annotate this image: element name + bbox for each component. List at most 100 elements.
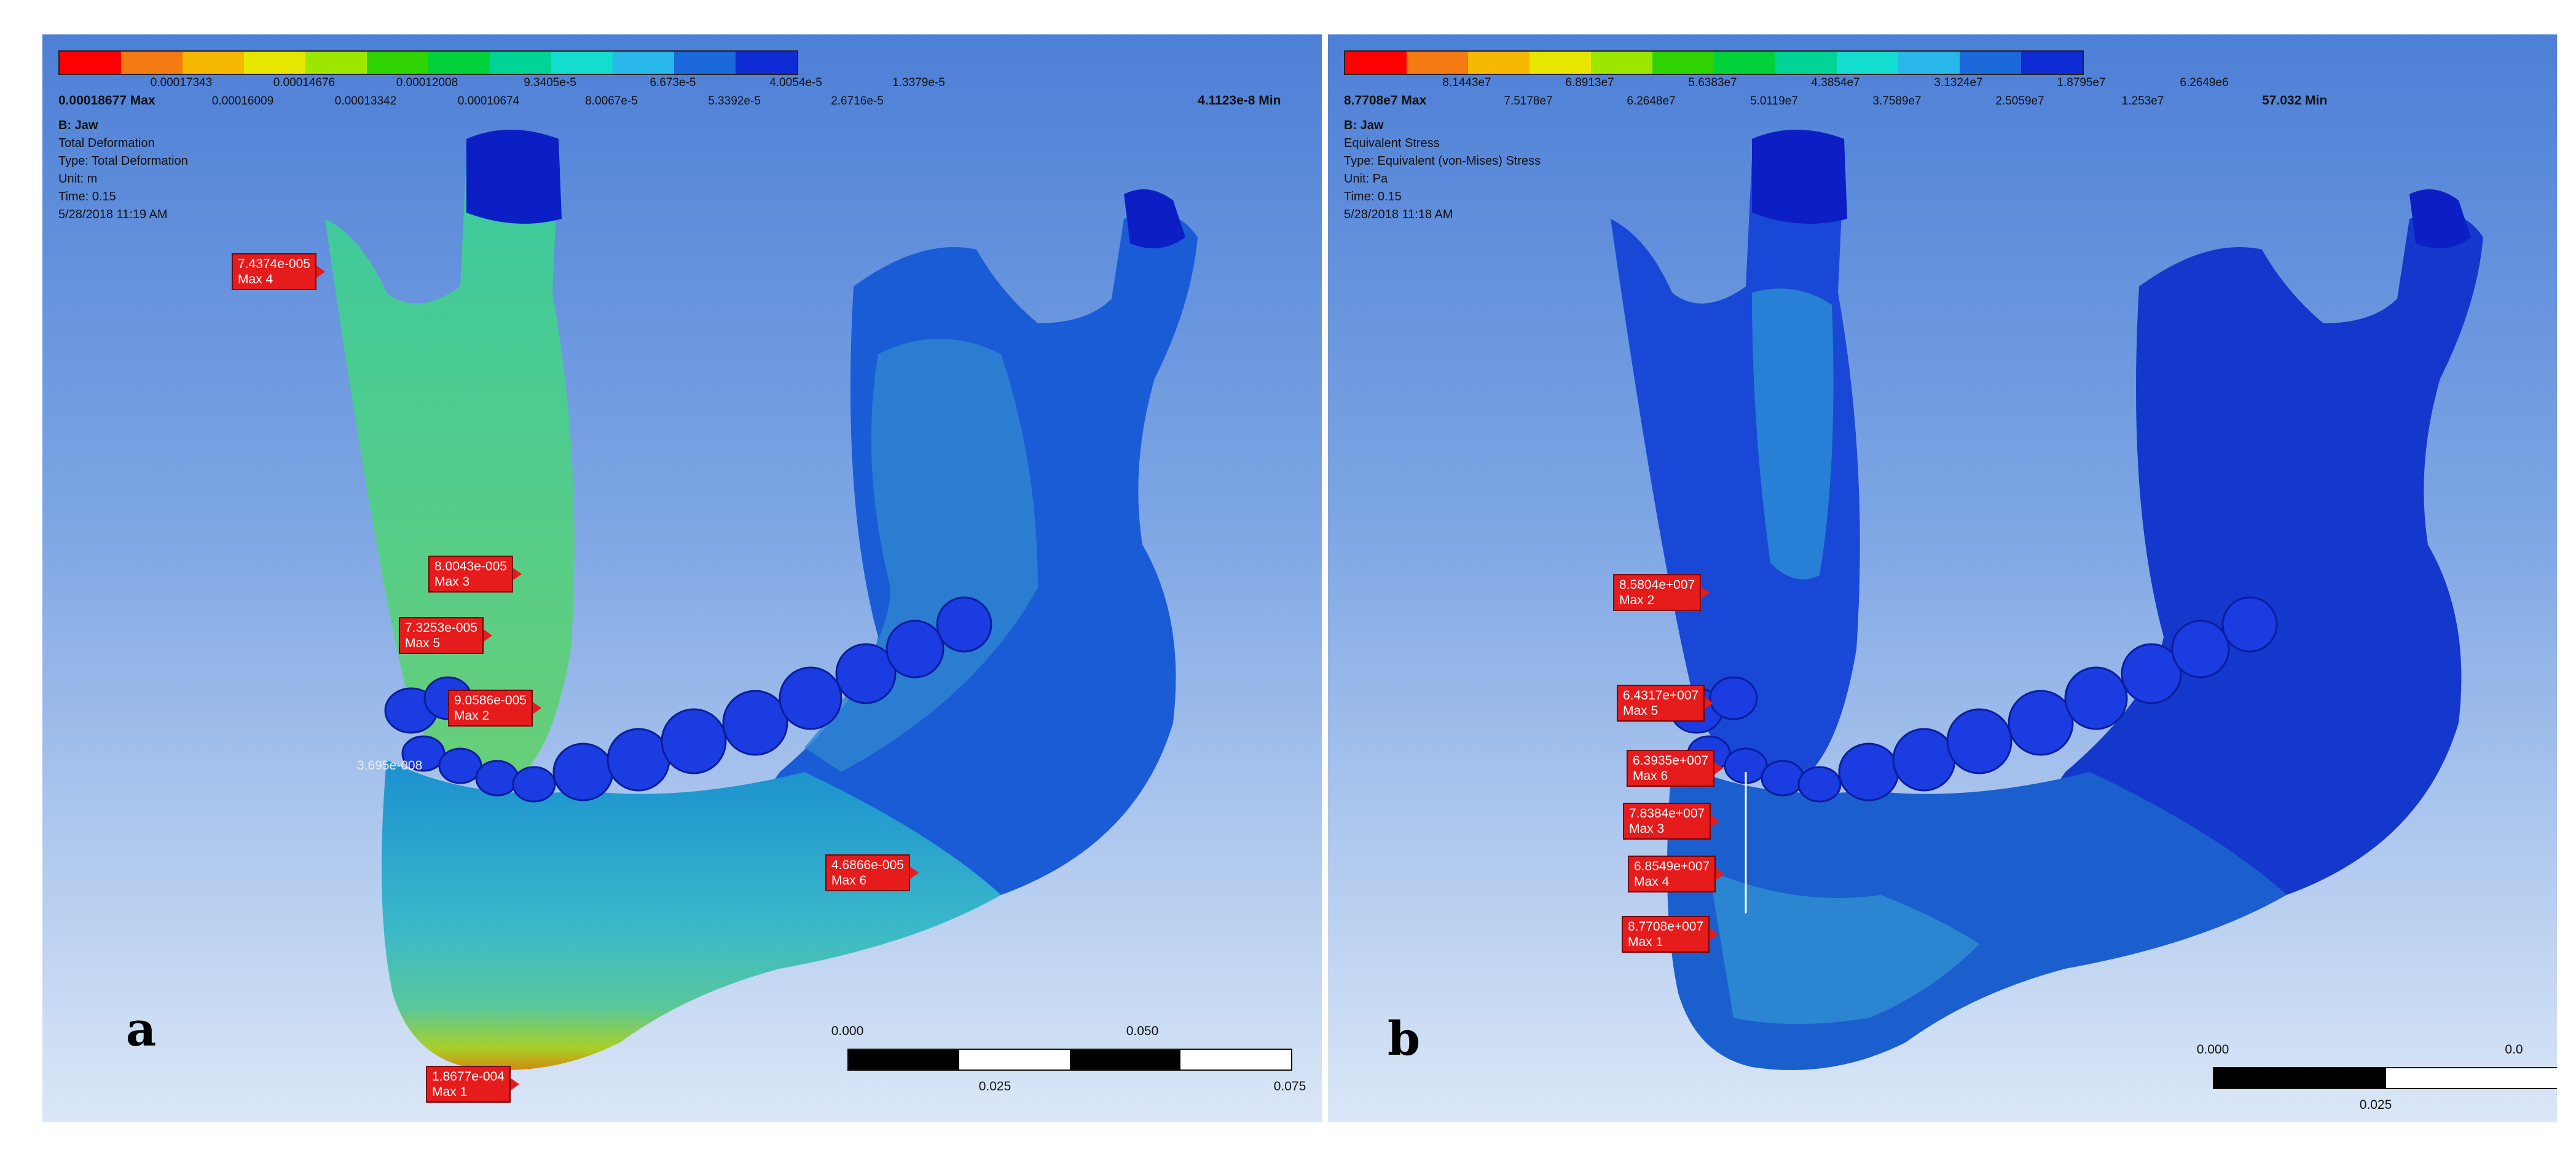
viewport-total-deformation[interactable]: 0.00017343 0.00014676 0.00012008 9.3405e… [42,34,1322,1122]
mandible-body [382,760,1001,1070]
legend-segment [244,52,305,74]
mandible-body-shade [1709,870,1979,1024]
legend-tick: 1.3379e-5 [892,76,945,89]
probe-value: 6.4317e+007 [1623,688,1699,703]
legend-segment [613,52,674,74]
probe-tag: Max 6 [1633,769,1668,783]
probe-value: 7.3253e-005 [405,621,477,635]
result-type: Type: Equivalent (von-Mises) Stress [1344,154,1541,168]
probe-label-max2[interactable]: 9.0586e-005 Max 2 [448,690,541,727]
probe-value: 6.8549e+007 [1634,859,1710,873]
legend-tick: 5.0119e7 [1750,95,1798,108]
probe-box: 4.6866e-005 Max 6 [825,854,910,891]
legend-tick: 0.00017343 [150,76,213,89]
probe-box: 6.3935e+007 Max 6 [1627,750,1715,787]
legend-tick: 4.0054e-5 [769,76,822,89]
legend-tick: 0.00016009 [211,95,274,108]
legend-segment [1591,52,1652,74]
probe-tag: Max 1 [1628,935,1663,949]
probe-label-max6[interactable]: 6.3935e+007 Max 6 [1627,750,1724,787]
legend-segment [428,52,490,74]
legend-tick: 0.00010674 [457,95,520,108]
probe-box: 1.8677e-004 Max 1 [426,1066,511,1103]
scale-bar: 0.000 0.050 0.025 0.075 [831,1024,1314,1122]
legend-segment [1530,52,1591,74]
jaw-model-stress[interactable] [1328,34,2557,1122]
scale-bar-track [2213,1067,2557,1089]
legend-segment [1468,52,1530,74]
legend-tick: 8.1443e7 [1442,76,1491,89]
scale-bar-black-segment [1070,1050,1180,1069]
scale-bar-track [847,1049,1292,1071]
body-name: B: Jaw [1344,119,1384,132]
scale-label: 0.025 [978,1079,1011,1093]
legend-segment [305,52,367,74]
result-info-block: B: Jaw Total Deformation Type: Total Def… [58,117,188,224]
probe-pointer [483,629,492,642]
legend-segment [1960,52,2021,74]
probe-tag: Max 2 [454,709,490,723]
probe-box: 8.5804e+007 Max 2 [1613,574,1702,611]
probe-pointer [1710,928,1719,940]
colorbar-legend [1344,50,2084,75]
probe-label-max1[interactable]: 1.8677e-004 Max 1 [426,1066,519,1103]
probe-pointer [1711,815,1720,827]
legend-tick: 6.2648e7 [1627,95,1676,108]
panel-letter-a: a [126,1002,157,1057]
legend-tick: 6.2649e6 [2180,76,2229,89]
probe-pointer [316,266,325,278]
legend-tick: 9.3405e-5 [524,76,576,89]
probe-pointer [1705,697,1714,709]
legend-tick: 6.673e-5 [650,76,696,89]
legend-segment [1714,52,1775,74]
result-name: Total Deformation [58,136,155,150]
probe-box: 8.0043e-005 Max 3 [428,556,513,593]
left-condyle [466,130,562,224]
legend-tick: 2.6716e-5 [831,95,884,108]
left-ramus [325,145,575,784]
probe-value: 7.4374e-005 [238,257,310,271]
result-date: 5/28/2018 11:18 AM [1344,208,1453,221]
probe-tag: Max 1 [432,1085,468,1099]
probe-label-max4[interactable]: 6.8549e+007 Max 4 [1628,856,1725,892]
probe-label-max3[interactable]: 7.8384e+007 Max 3 [1623,803,1720,840]
probe-box: 7.4374e-005 Max 4 [232,253,316,290]
colorbar-legend [58,50,798,75]
probe-label-max3[interactable]: 8.0043e-005 Max 3 [428,556,522,593]
legend-max-label: 0.00018677 Max [58,93,155,108]
probe-label-max6[interactable]: 4.6866e-005 Max 6 [825,854,919,891]
probe-label-min[interactable]: 3.695e-008 [357,758,423,773]
result-type: Type: Total Deformation [58,154,188,168]
legend-min-label: 57.032 Min [2262,93,2328,108]
probe-label-max2[interactable]: 8.5804e+007 Max 2 [1613,574,1710,611]
probe-tag: Max 5 [1623,704,1659,718]
legend-segment [1837,52,1898,74]
panel-letter-b: b [1388,1011,1421,1066]
legend-min-label: 4.1123e-8 Min [1198,93,1281,108]
result-unit: Unit: Pa [1344,172,1388,186]
legend-segment [183,52,244,74]
probe-label-max5[interactable]: 7.3253e-005 Max 5 [399,617,492,654]
legend-segment [2021,52,2083,74]
probe-label-max4[interactable]: 7.4374e-005 Max 4 [232,253,325,290]
legend-max-label: 8.7708e7 Max [1344,93,1427,108]
probe-tag: Max 4 [1634,875,1670,889]
probe-tag: Max 6 [831,873,867,888]
legend-segment [1407,52,1468,74]
legend-segment [736,52,797,74]
right-condyle [2409,189,2471,248]
legend-tick: 1.8795e7 [2057,76,2106,89]
probe-box: 6.8549e+007 Max 4 [1628,856,1716,892]
scale-label: 0.050 [1126,1024,1159,1038]
legend-segment [367,52,428,74]
legend-tick: 0.00013342 [334,95,397,108]
legend-tick: 8.0067e-5 [585,95,638,108]
jaw-model-deformation[interactable] [42,34,1322,1122]
probe-label-max5[interactable]: 6.4317e+007 Max 5 [1617,685,1714,722]
probe-pointer [909,867,919,879]
probe-label-max1[interactable]: 8.7708e+007 Max 1 [1622,916,1719,953]
probe-value: 8.0043e-005 [434,559,507,573]
probe-tag: Max 4 [238,272,273,286]
legend-tick: 3.1324e7 [1934,76,1983,89]
viewport-equivalent-stress[interactable]: 8.1443e7 6.8913e7 5.6383e7 4.3854e7 3.13… [1328,34,2557,1122]
